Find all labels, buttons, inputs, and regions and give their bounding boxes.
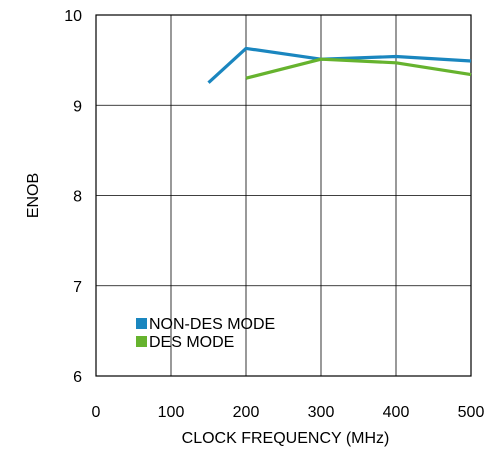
x-tick-label: 300	[308, 404, 335, 421]
legend-label-non-des: NON-DES MODE	[149, 316, 275, 333]
x-tick-label: 0	[92, 404, 101, 421]
grid	[96, 15, 471, 376]
series-line-1	[245, 57, 472, 80]
y-tick-label: 7	[73, 279, 82, 296]
legend-swatch-non-des	[136, 318, 147, 329]
x-tick-label: 100	[158, 404, 185, 421]
tick-labels: 0 100 200 300 400 500 6 7 8 9 10	[64, 8, 484, 421]
plot-frame	[95, 14, 472, 377]
y-axis-title: ENOB	[25, 173, 42, 218]
x-tick-label: 200	[233, 404, 260, 421]
x-axis-title: CLOCK FREQUENCY (MHz)	[182, 430, 390, 447]
x-tick-label: 500	[458, 404, 485, 421]
series-layer	[207, 46, 472, 84]
y-tick-label: 6	[73, 369, 82, 386]
legend-swatch-des	[136, 336, 147, 347]
legend-label-des: DES MODE	[149, 334, 234, 351]
legend: NON-DES MODE DES MODE	[136, 316, 275, 351]
y-tick-label: 9	[73, 98, 82, 115]
y-tick-label: 10	[64, 8, 82, 25]
y-tick-label: 8	[73, 189, 82, 206]
x-tick-label: 400	[383, 404, 410, 421]
